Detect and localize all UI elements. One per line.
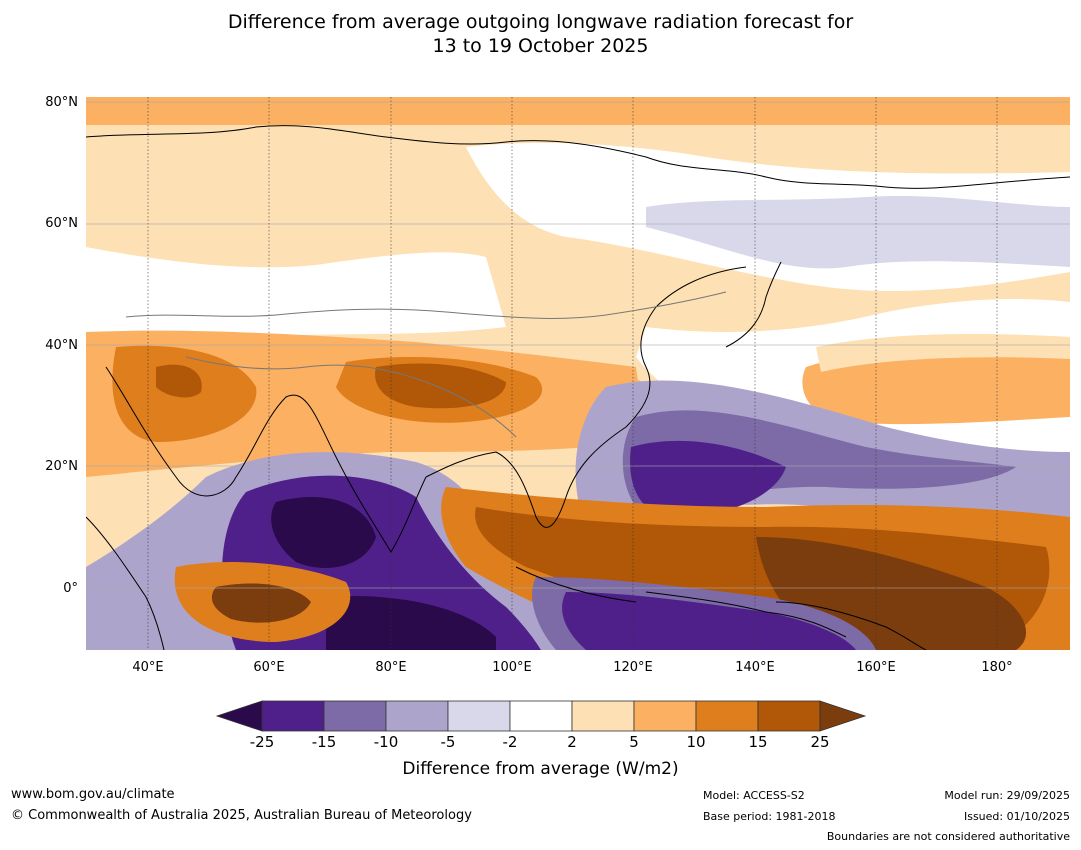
coast-new-guinea — [775, 601, 927, 650]
field-bay-of-bengal-darkest — [271, 497, 376, 569]
colorbar-extend-low — [215, 700, 263, 732]
colorbar-tick-25: 25 — [810, 733, 830, 751]
footer-model-run: Model run: 29/09/2025 — [944, 789, 1070, 802]
border-central-asia — [125, 291, 727, 319]
lon-label-40e: 40°E — [132, 660, 164, 675]
footer-website: www.bom.gov.au/climate — [11, 787, 175, 802]
field-north-pacific-orange — [802, 349, 1070, 425]
coast-arabia-india — [105, 366, 427, 553]
lon-label-180: 180° — [981, 660, 1013, 675]
footer-disclaimer: Boundaries are not considered authoritat… — [826, 830, 1070, 843]
field-north-pacific-light — [816, 334, 1070, 372]
field-iran-brown — [156, 364, 202, 398]
colorbar-tick-minus-10: -10 — [373, 733, 399, 751]
colorbar-tick-5: 5 — [629, 733, 639, 751]
field-philippine-sea-deep-purple — [630, 440, 786, 517]
colorbar-tick-15: 15 — [748, 733, 768, 751]
coast-north-eurasia — [86, 125, 1070, 189]
lon-label-120e: 120°E — [613, 660, 653, 675]
title-line-1: Difference from average outgoing longwav… — [227, 11, 854, 33]
colorbar-cell-6 — [571, 700, 635, 732]
coast-indonesia — [515, 566, 847, 638]
footer-base-period: Base period: 1981-2018 — [703, 810, 836, 823]
map-title: Difference from average outgoing longwav… — [0, 10, 1081, 58]
colorbar-cell-8 — [695, 700, 759, 732]
lon-label-160e: 160°E — [856, 660, 896, 675]
colorbar-cell-4 — [447, 700, 511, 732]
colorbar-tick-2: 2 — [567, 733, 577, 751]
colorbar-cell-7 — [633, 700, 697, 732]
colorbar-label: Difference from average (W/m2) — [402, 759, 679, 779]
footer-issued: Issued: 01/10/2025 — [963, 810, 1070, 823]
field-tibet-brown — [375, 363, 506, 409]
lat-label-20n: 20°N — [45, 459, 78, 474]
lon-label-100e: 100°E — [492, 660, 532, 675]
colorbar-tick-10: 10 — [686, 733, 706, 751]
coast-japan — [725, 261, 782, 348]
colorbar-cell-9 — [757, 700, 821, 732]
colorbar-tick-minus-2: -2 — [502, 733, 518, 751]
lon-label-80e: 80°E — [375, 660, 407, 675]
olr-anomaly-map — [86, 97, 1070, 650]
lat-label-40n: 40°N — [45, 338, 78, 353]
colorbar-extend-high — [819, 700, 867, 732]
lon-label-140e: 140°E — [735, 660, 775, 675]
colorbar-cell-3 — [385, 700, 449, 732]
coast-east-africa — [86, 516, 165, 650]
field-west-indian-brown — [211, 583, 311, 623]
lat-label-equator: 0° — [63, 581, 78, 596]
border-south-asia — [185, 356, 517, 438]
colorbar-tick-minus-5: -5 — [440, 733, 456, 751]
colorbar-cell-1 — [261, 700, 325, 732]
lon-label-60e: 60°E — [253, 660, 285, 675]
colorbar-cell-2 — [323, 700, 387, 732]
colorbar-tick-minus-15: -15 — [311, 733, 337, 751]
field-central-asia-white — [86, 247, 506, 352]
title-line-2: 13 to 19 October 2025 — [432, 35, 649, 57]
field-south-indian-darkest — [326, 596, 496, 650]
colorbar-cell-5 — [509, 700, 573, 732]
field-siberia-lavender — [646, 195, 1070, 269]
field-indonesia-deep-purple — [562, 592, 856, 650]
lat-label-80n: 80°N — [45, 95, 78, 110]
field-arctic-orange-band — [86, 97, 1070, 125]
footer-model: Model: ACCESS-S2 — [703, 789, 805, 802]
colorbar-tick-minus-25: -25 — [249, 733, 275, 751]
footer-copyright: © Commonwealth of Australia 2025, Austra… — [11, 808, 472, 823]
lat-label-60n: 60°N — [45, 216, 78, 231]
